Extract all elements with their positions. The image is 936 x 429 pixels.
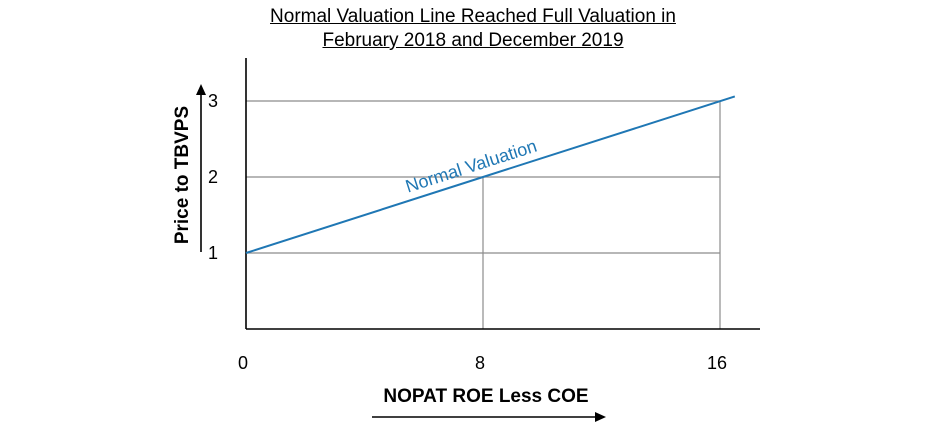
y-tick-label-1: 2 <box>208 167 218 187</box>
chart-title-line-2: February 2018 and December 2019 <box>322 30 624 51</box>
y-axis-arrow-head <box>196 84 206 95</box>
x-tick-label-1: 8 <box>475 353 485 373</box>
x-axis-arrow-head <box>595 412 606 422</box>
y-tick-label-0: 1 <box>208 243 218 263</box>
y-axis-label: Price to TBVPS <box>172 106 193 244</box>
chart-title-line-1: Normal Valuation Line Reached Full Valua… <box>270 6 676 27</box>
x-axis-label: NOPAT ROE Less COE <box>383 386 588 407</box>
chart-title: Normal Valuation Line Reached Full Valua… <box>0 5 936 53</box>
x-tick-label-2: 16 <box>707 353 727 373</box>
y-tick-label-2: 3 <box>208 91 218 111</box>
x-tick-label-0: 0 <box>238 353 248 373</box>
series-line-0 <box>245 95 736 254</box>
